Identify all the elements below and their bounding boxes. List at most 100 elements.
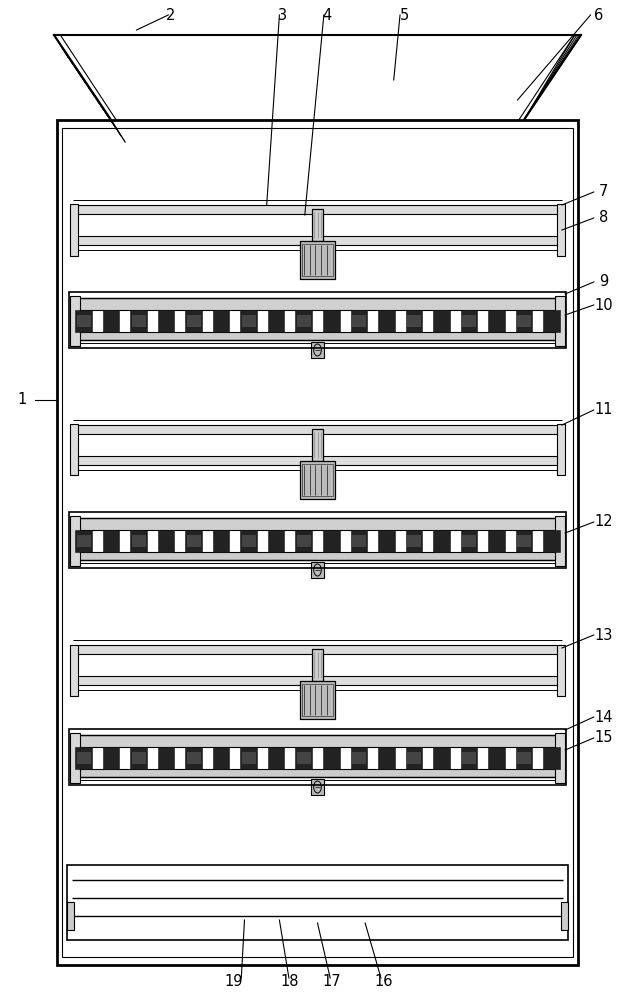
Text: 14: 14 [594,710,613,724]
Bar [302,464,333,496]
Bar [311,562,324,578]
Bar [70,518,565,530]
Bar [543,530,559,552]
Bar [70,769,565,777]
Bar [351,747,367,769]
Text: 7: 7 [599,184,608,200]
Bar [131,315,145,327]
Bar [185,747,202,769]
Bar [460,310,477,332]
Bar [297,315,311,327]
Bar [557,205,565,255]
Bar [323,310,340,332]
Bar [268,310,284,332]
Bar [378,310,394,332]
Bar [268,530,284,552]
Bar [517,752,531,764]
Bar [407,752,421,764]
Bar [312,429,323,461]
Bar [297,752,311,764]
Bar [73,425,562,434]
Text: 12: 12 [594,514,613,530]
Bar [561,902,568,930]
Bar [406,310,422,332]
Bar [70,298,565,310]
Bar [516,530,532,552]
Bar [130,310,147,332]
Bar [158,310,175,332]
Bar [407,315,421,327]
Bar [543,310,559,332]
Bar [70,552,565,560]
Bar [77,535,91,547]
Bar [67,902,74,930]
Bar [76,530,92,552]
Bar [57,120,578,965]
Bar [311,779,324,795]
Text: 1: 1 [18,392,27,408]
Bar [158,747,175,769]
Bar [351,310,367,332]
Bar [131,535,145,547]
Bar [70,733,80,783]
Bar [103,530,119,552]
Bar [312,209,323,241]
Bar [185,530,202,552]
Bar [158,530,175,552]
Text: 10: 10 [594,298,613,312]
Bar [185,310,202,332]
Text: 11: 11 [594,402,613,418]
Bar [297,535,311,547]
Bar [488,530,505,552]
Bar [67,865,568,940]
Text: 19: 19 [224,974,243,990]
Bar [555,296,565,346]
Bar [352,315,366,327]
Text: 5: 5 [400,7,409,22]
Bar [406,530,422,552]
Bar [73,205,562,214]
Bar [351,530,367,552]
Bar [295,310,312,332]
Bar [557,645,565,696]
Bar [312,649,323,681]
Bar [352,535,366,547]
Bar [69,512,566,568]
Bar [302,684,333,716]
Bar [213,530,229,552]
Text: 18: 18 [280,974,299,990]
Bar [242,535,256,547]
Bar [517,315,531,327]
Bar [69,729,566,785]
Bar [557,424,565,475]
Bar [70,296,80,346]
Bar [433,310,450,332]
Bar [462,315,476,327]
Text: 6: 6 [594,7,603,22]
Bar [295,747,312,769]
Bar [103,310,119,332]
Bar [406,747,422,769]
Bar [69,292,566,348]
Bar [462,535,476,547]
Bar [73,645,562,654]
Bar [555,516,565,566]
Bar [516,747,532,769]
Bar [70,332,565,340]
Bar [70,205,78,255]
Text: 8: 8 [599,211,608,226]
Bar [241,530,257,552]
Bar [187,315,201,327]
Bar [70,645,78,696]
Bar [311,342,324,358]
Text: 9: 9 [599,274,608,290]
Bar [323,747,340,769]
Bar [378,530,394,552]
Bar [352,752,366,764]
Bar [70,516,80,566]
Bar [323,530,340,552]
Bar [76,747,92,769]
Bar [302,244,333,276]
Bar [433,530,450,552]
Bar [300,681,335,719]
